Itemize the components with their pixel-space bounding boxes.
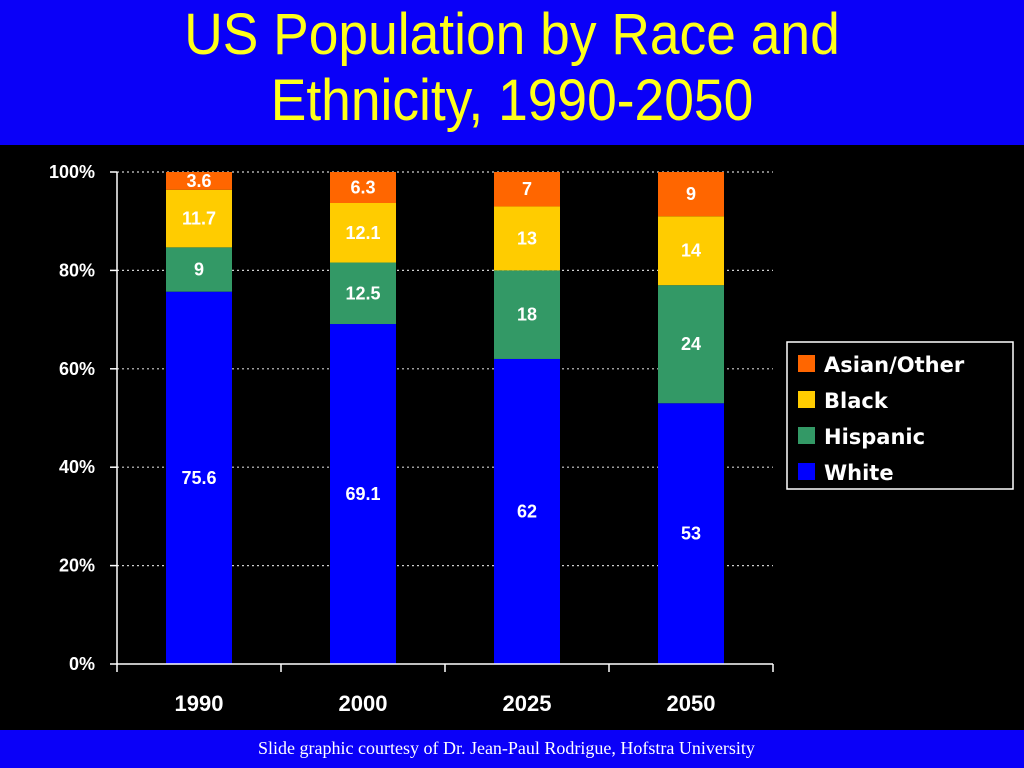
legend: Asian/Other Black Hispanic White [786, 341, 1014, 490]
axes: 0% 20% 40% 60% 80% 100% 1990 2000 2025 2050 [49, 162, 774, 716]
bar-segment [330, 262, 396, 325]
data-label: 12.5 [345, 283, 380, 303]
x-category-label: 1990 [175, 691, 224, 716]
bar-segment [330, 172, 396, 203]
slide-title-line-1: US Population by Race and [184, 2, 840, 67]
y-tick-label: 100% [49, 162, 95, 182]
footer-band [0, 730, 1024, 768]
bar-segment [166, 172, 232, 190]
data-label: 75.6 [181, 468, 216, 488]
bar-segment [494, 358, 560, 664]
bar-segment [166, 291, 232, 664]
legend-swatch [798, 355, 815, 372]
footer-credit: Slide graphic courtesy of Dr. Jean-Paul … [258, 738, 755, 758]
legend-label: Asian/Other [824, 353, 965, 377]
legend-swatch [798, 463, 815, 480]
bar-segment [330, 324, 396, 664]
y-tick-label: 60% [59, 359, 95, 379]
data-label: 13 [517, 228, 537, 248]
bar-segment [494, 172, 560, 207]
data-label: 24 [681, 334, 701, 354]
legend-swatch [798, 391, 815, 408]
title-band [0, 0, 1024, 145]
data-label: 11.7 [182, 209, 216, 229]
bars [166, 172, 724, 664]
bar-segment [658, 285, 724, 404]
data-label: 62 [517, 501, 537, 521]
bar-segment [658, 172, 724, 217]
bar-segment [494, 206, 560, 271]
slide-title: US Population by Race and Ethnicity, 199… [41, 0, 983, 145]
data-label: 18 [517, 305, 537, 325]
bar-segment [658, 403, 724, 664]
legend-label: Black [824, 389, 889, 413]
data-label: 69.1 [345, 484, 380, 504]
stacked-bar-chart: 0% 20% 40% 60% 80% 100% 1990 2000 2025 2050 75.6 9… [49, 162, 1014, 716]
y-tick-label: 80% [59, 260, 95, 280]
bar-segment [494, 270, 560, 359]
data-label: 14 [681, 241, 701, 261]
x-category-label: 2050 [667, 691, 716, 716]
y-tick-label: 0% [69, 654, 95, 674]
x-category-label: 2000 [339, 691, 388, 716]
legend-label: Hispanic [824, 425, 925, 449]
legend-box [786, 341, 1014, 490]
data-label: 9 [686, 184, 696, 204]
legend-swatch [798, 427, 815, 444]
y-tick-label: 40% [59, 457, 95, 477]
data-labels: 75.6 9 11.7 3.6 69.1 12.5 12.1 6.3 62 18 13 7 53 24 14… [181, 171, 701, 544]
bar-segment [166, 247, 232, 292]
bar-segment [166, 189, 232, 248]
legend-label: White [824, 461, 894, 485]
slide-title-line-2: Ethnicity, 1990-2050 [270, 68, 754, 133]
bar-segment [658, 216, 724, 286]
data-label: 53 [681, 524, 701, 544]
data-label: 12.1 [345, 223, 380, 243]
x-category-label: 2025 [503, 691, 552, 716]
data-label: 9 [194, 260, 204, 280]
data-label: 7 [522, 179, 532, 199]
data-label: 6.3 [350, 177, 375, 197]
data-label: 3.6 [186, 171, 211, 191]
y-tick-label: 20% [59, 556, 95, 576]
bar-segment [330, 202, 396, 263]
